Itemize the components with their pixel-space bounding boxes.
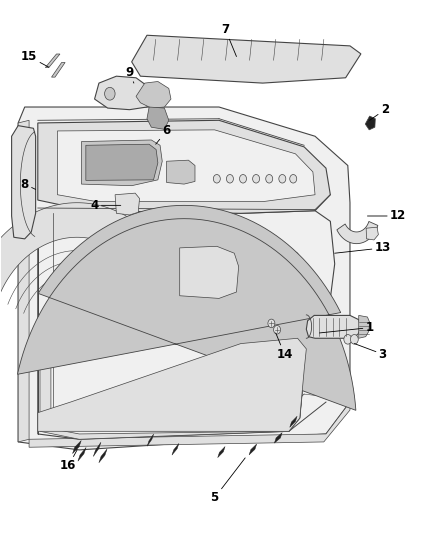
Text: 5: 5: [211, 458, 245, 504]
Polygon shape: [249, 444, 257, 455]
Circle shape: [290, 174, 297, 183]
Polygon shape: [38, 211, 335, 439]
Polygon shape: [40, 322, 304, 439]
Circle shape: [105, 87, 115, 100]
Polygon shape: [52, 62, 65, 77]
Circle shape: [226, 174, 233, 183]
Polygon shape: [218, 447, 225, 458]
Polygon shape: [57, 130, 315, 201]
Polygon shape: [38, 338, 306, 431]
Text: 9: 9: [125, 66, 134, 83]
Text: 12: 12: [367, 209, 406, 222]
Text: 8: 8: [21, 177, 35, 191]
Circle shape: [279, 174, 286, 183]
Polygon shape: [12, 126, 35, 239]
Polygon shape: [290, 416, 297, 427]
Polygon shape: [141, 229, 306, 314]
Polygon shape: [51, 336, 289, 434]
Text: 7: 7: [222, 23, 237, 56]
Polygon shape: [0, 203, 144, 307]
Text: 14: 14: [276, 333, 293, 361]
Polygon shape: [99, 449, 107, 463]
Circle shape: [213, 174, 220, 183]
Polygon shape: [132, 35, 361, 83]
Polygon shape: [18, 120, 29, 442]
Polygon shape: [95, 76, 151, 110]
Text: 16: 16: [60, 450, 77, 472]
Polygon shape: [166, 160, 195, 184]
Polygon shape: [365, 116, 375, 130]
Polygon shape: [180, 246, 239, 298]
Polygon shape: [38, 120, 330, 213]
Polygon shape: [136, 82, 171, 108]
Polygon shape: [46, 54, 60, 68]
Polygon shape: [366, 227, 378, 240]
Polygon shape: [29, 402, 350, 447]
Text: 6: 6: [155, 124, 171, 144]
Polygon shape: [337, 221, 378, 244]
Text: 4: 4: [90, 199, 121, 212]
Text: 15: 15: [21, 50, 49, 67]
Circle shape: [253, 174, 260, 183]
Text: 3: 3: [354, 344, 387, 361]
Polygon shape: [93, 442, 101, 457]
Circle shape: [344, 335, 352, 344]
Polygon shape: [86, 144, 158, 180]
Polygon shape: [73, 441, 81, 454]
Polygon shape: [359, 316, 370, 338]
Text: 13: 13: [335, 241, 391, 254]
Circle shape: [240, 174, 247, 183]
Circle shape: [274, 326, 281, 334]
Polygon shape: [18, 107, 350, 450]
Polygon shape: [115, 193, 140, 215]
Polygon shape: [306, 316, 361, 338]
Text: 2: 2: [370, 103, 389, 120]
Polygon shape: [172, 443, 179, 455]
Circle shape: [350, 335, 358, 344]
Polygon shape: [147, 107, 169, 130]
Circle shape: [266, 174, 273, 183]
Circle shape: [268, 319, 275, 328]
Polygon shape: [274, 433, 282, 443]
Polygon shape: [18, 205, 356, 410]
Polygon shape: [147, 434, 154, 446]
Polygon shape: [155, 236, 291, 309]
Text: 1: 1: [319, 321, 374, 334]
Polygon shape: [78, 448, 86, 461]
Polygon shape: [81, 140, 162, 185]
